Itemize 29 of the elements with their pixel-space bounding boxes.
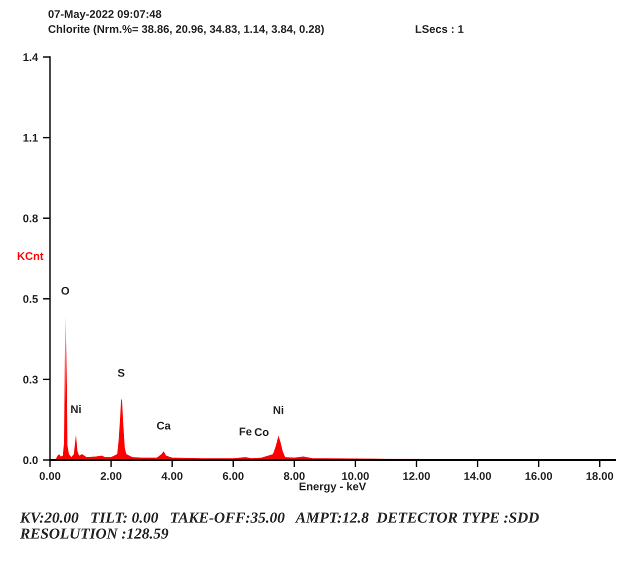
y-tick-label: 1.1 <box>23 134 38 142</box>
x-axis-title: Energy - keV <box>300 482 366 493</box>
x-tick-label: 0.00 <box>40 472 60 480</box>
annotation: Ni <box>274 406 284 414</box>
y-tick-label: 0.5 <box>23 295 38 303</box>
chart-title: 07-May-2022 09:07:48 <box>48 10 162 20</box>
annotation: Fe <box>240 428 252 436</box>
chart-subtitle: Chlorite (Nrm.%= 38.86, 20.96, 34.83, 1.14, 3.84, 0.28) <box>48 24 324 36</box>
annotation: O <box>61 286 70 295</box>
x-tick-label: 12.00 <box>403 472 430 480</box>
x-tick-label: 18.00 <box>586 472 614 480</box>
x-tick-label: 4.00 <box>162 472 183 480</box>
y-tick-label: 0.3 <box>23 376 38 384</box>
x-tick-label: 8.00 <box>284 472 305 480</box>
x-tick-label: 14.00 <box>464 472 492 480</box>
text: LSecs : 1 <box>416 25 464 33</box>
y-axis-title: KCnt <box>18 252 44 260</box>
annotation: Co <box>254 428 269 436</box>
y-tick-label: 1.4 <box>23 53 38 62</box>
annotation: Ca <box>156 422 171 430</box>
annotation: Ni <box>71 404 81 414</box>
annotation: S <box>118 368 124 377</box>
x-tick-label: 10.00 <box>342 472 369 480</box>
y-tick-label: 0.8 <box>23 214 38 222</box>
text: KV:20.00 TILT: 0.00 TAKE-OFF:35.00 AMPT:12.8 DETECTOR TYPE :SDD RESOLUTION :128.59 <box>20 512 539 539</box>
x-tick-label: 2.00 <box>100 472 122 480</box>
x-tick-label: 16.00 <box>525 472 552 480</box>
x-tick-label: 6.00 <box>222 472 244 480</box>
y-tick-label: 0.0 <box>23 456 38 464</box>
